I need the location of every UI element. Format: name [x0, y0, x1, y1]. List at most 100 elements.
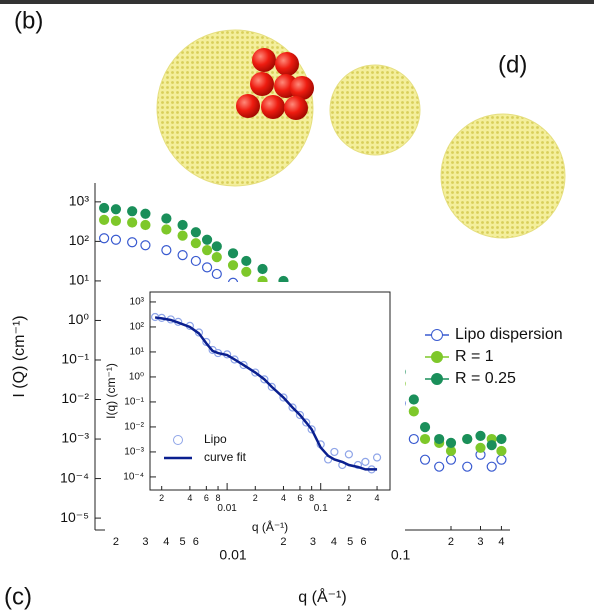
data-point — [445, 454, 457, 465]
data-point — [419, 433, 431, 445]
inset-background — [105, 282, 405, 535]
data-point — [227, 260, 239, 271]
data-point — [110, 215, 122, 226]
data-point — [140, 240, 151, 251]
data-point — [462, 433, 473, 445]
x-tick-label: 0.1 — [314, 503, 328, 514]
data-point — [445, 437, 457, 448]
data-point — [408, 406, 419, 417]
data-point — [462, 461, 473, 472]
x-tick-label: 6 — [360, 536, 366, 548]
x-tick-label: 2 — [159, 493, 164, 503]
legend-label: Lipo dispersion — [455, 326, 563, 343]
data-point — [161, 213, 172, 224]
vesicle — [329, 64, 421, 156]
data-point — [161, 224, 172, 235]
data-point — [227, 248, 239, 259]
y-tick-label: 10⁻³ — [61, 430, 89, 446]
data-point — [361, 457, 370, 466]
data-point — [419, 422, 431, 433]
x-tick-label: 4 — [331, 536, 337, 548]
data-point — [177, 249, 188, 261]
panel-label: (d) — [498, 51, 527, 78]
x-tick-label: 5 — [180, 536, 186, 548]
data-point — [99, 233, 110, 244]
data-point — [211, 252, 222, 263]
x-tick-label: 4 — [281, 493, 286, 503]
y-tick-label: 10⁻⁵ — [60, 509, 89, 525]
panel-label: (c) — [4, 583, 32, 610]
y-tick-label: 10⁻⁴ — [60, 469, 89, 485]
data-point — [190, 238, 201, 249]
legend-item: Lipo dispersion — [425, 326, 563, 343]
y-tick-label: 10⁰ — [129, 372, 144, 383]
legend-label: curve fit — [204, 450, 247, 464]
data-point — [344, 450, 353, 459]
data-point — [434, 461, 445, 472]
x-tick-label: 4 — [163, 536, 169, 548]
x-tick-label: 3 — [142, 536, 148, 548]
x-tick-label: 2 — [253, 493, 258, 503]
data-point — [241, 255, 252, 267]
data-point — [190, 227, 201, 238]
data-point — [257, 263, 268, 275]
x-axis-title: q (Å⁻¹) — [252, 519, 288, 534]
x-tick-label: 5 — [347, 536, 353, 548]
data-point — [330, 447, 339, 457]
legend-swatch — [173, 435, 183, 445]
y-tick-label: 10³ — [69, 193, 90, 209]
data-point — [201, 245, 213, 256]
y-tick-label: 10¹ — [69, 272, 90, 288]
data-point — [201, 234, 213, 245]
legend-swatch — [431, 329, 443, 341]
panel-label: (b) — [14, 7, 43, 34]
legend-label: Lipo — [204, 432, 227, 446]
data-point — [140, 219, 151, 231]
legend-swatch — [431, 373, 443, 385]
legend-label: R = 0.25 — [455, 370, 516, 387]
legend-item: Lipo — [173, 432, 227, 446]
x-axis-title: q (Å⁻¹) — [298, 587, 346, 606]
y-tick-label: 10¹ — [130, 347, 145, 358]
data-point — [475, 430, 486, 442]
data-point — [201, 262, 213, 273]
data-point — [241, 266, 252, 277]
x-tick-label: 2 — [113, 536, 119, 548]
legend-item: R = 1 — [425, 348, 494, 365]
legend-swatch — [431, 351, 443, 363]
data-point — [177, 230, 188, 241]
data-point — [408, 394, 419, 405]
data-point — [211, 241, 222, 252]
y-tick-label: 10⁻² — [61, 390, 89, 406]
x-tick-label: 6 — [297, 493, 302, 503]
data-point — [419, 454, 431, 465]
x-tick-label: 2 — [448, 536, 454, 548]
vesicle — [156, 29, 314, 187]
y-tick-label: 10⁰ — [68, 311, 90, 327]
x-tick-label: 4 — [498, 536, 504, 548]
x-tick-label: 3 — [477, 536, 483, 548]
particles — [236, 48, 314, 120]
y-tick-label: 10² — [130, 322, 145, 333]
y-tick-label: 10⁻¹ — [124, 397, 144, 408]
data-point — [110, 204, 122, 215]
x-tick-label: 6 — [193, 536, 199, 548]
x-tick-label: 2 — [346, 493, 351, 503]
data-point — [177, 219, 188, 231]
data-point — [434, 433, 445, 445]
y-tick-label: 10⁻² — [124, 422, 144, 433]
data-point — [99, 202, 110, 214]
y-tick-label: 10³ — [130, 297, 145, 308]
x-tick-label: 0.01 — [217, 503, 237, 514]
data-point — [486, 461, 497, 472]
y-tick-label: 10² — [69, 232, 90, 248]
data-point — [127, 217, 138, 228]
x-tick-label: 0.1 — [391, 547, 411, 563]
y-tick-label: 10⁻⁴ — [123, 472, 144, 483]
data-point — [486, 440, 497, 451]
data-point — [408, 433, 419, 445]
y-tick-label: 10⁻¹ — [61, 351, 89, 367]
y-tick-label: 10⁻³ — [124, 447, 144, 458]
x-tick-label: 0.01 — [219, 547, 246, 563]
